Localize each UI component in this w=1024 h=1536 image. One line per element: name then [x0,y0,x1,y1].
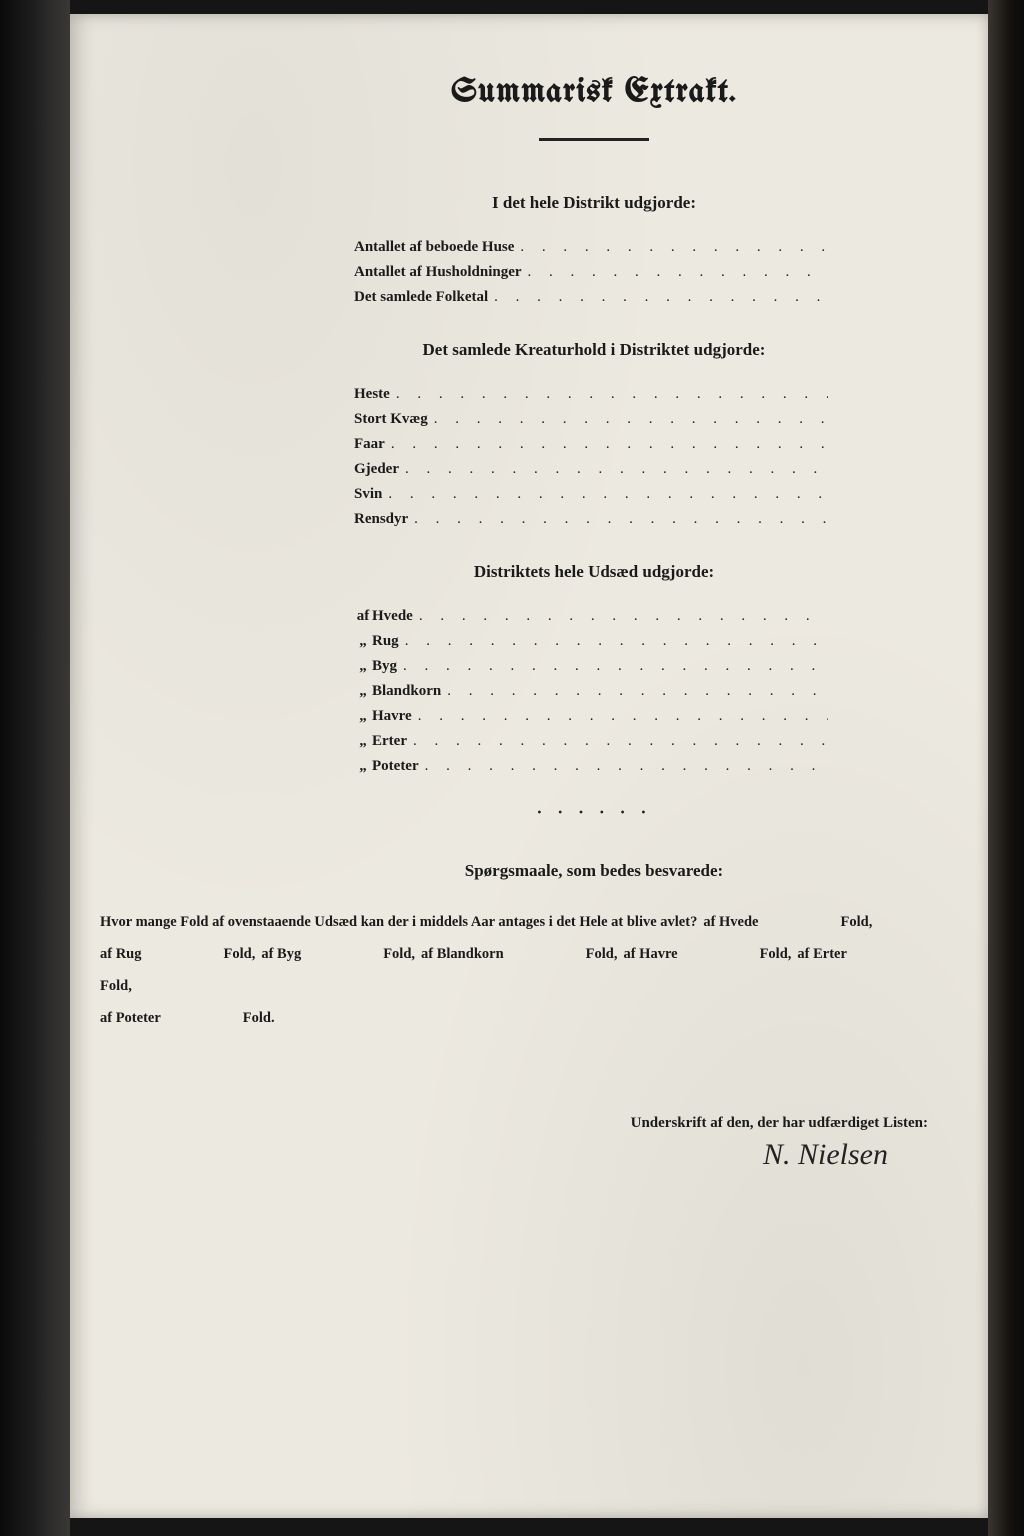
row-poteter: „Poteter. . . . . . . . . . . . . . . . … [354,758,834,775]
row-gjeder: Gjeder. . . . . . . . . . . . . . . . . … [354,461,834,478]
row-label: Det samlede Folketal [354,289,488,306]
q-item-rug: af Rug [100,939,142,971]
q-item-blandkorn: af Blandkorn [421,939,504,971]
document-page: Summarisk Extrakt. I det hele Distrikt u… [70,14,988,1518]
leader-dots: . . . . . . . . . . . . . . . . . . . . … [494,289,828,306]
leader-dots: . . . . . . . . . . . . . . . . . . . . … [520,239,828,256]
question-row-2: af RugFold, af BygFold, af BlandkornFold… [100,939,958,1003]
section2-heading: Det samlede Kreaturhold i Distriktet udg… [250,340,938,360]
row-svin: Svin. . . . . . . . . . . . . . . . . . … [354,486,834,503]
row-label: Antallet af Husholdninger [354,264,522,281]
row-husholdninger: Antallet af Husholdninger . . . . . . . … [354,264,834,281]
q-item-hvede: af Hvede [703,907,758,939]
signature-block: Underskrift af den, der har udfærdiget L… [250,1115,938,1172]
row-heste: Heste. . . . . . . . . . . . . . . . . .… [354,386,834,403]
edge-shadow-right [988,0,1024,1536]
q-item-poteter: af Poteter [100,1003,161,1035]
row-byg: „Byg. . . . . . . . . . . . . . . . . . … [354,658,834,675]
signature-label: Underskrift af den, der har udfærdiget L… [250,1115,928,1132]
leader-dots: . . . . . . . . . . . . . . . . . . . . … [528,264,828,281]
row-hvede: afHvede. . . . . . . . . . . . . . . . .… [354,608,834,625]
row-folketal: Det samlede Folketal . . . . . . . . . .… [354,289,834,306]
row-rensdyr: Rensdyr. . . . . . . . . . . . . . . . .… [354,511,834,528]
question-lead: Hvor mange Fold af ovenstaaende Udsæd ka… [100,907,697,939]
title-rule [539,138,649,141]
question-row-3: af PoteterFold. [100,1003,958,1035]
row-label: Antallet af beboede Huse [354,239,514,256]
section3-heading: Distriktets hele Udsæd udgjorde: [250,562,938,582]
question-text: Hvor mange Fold af ovenstaaende Udsæd ka… [100,907,958,939]
row-kvaeg: Stort Kvæg. . . . . . . . . . . . . . . … [354,411,834,428]
q-item-erter: af Erter [797,939,847,971]
row-havre: „Havre. . . . . . . . . . . . . . . . . … [354,708,834,725]
q-item-havre: af Havre [623,939,677,971]
row-rug: „Rug. . . . . . . . . . . . . . . . . . … [354,633,834,650]
row-huse: Antallet af beboede Huse . . . . . . . .… [354,239,834,256]
divider-ornament [529,809,659,815]
questions-heading: Spørgsmaale, som bedes besvarede: [250,861,938,881]
signature-name: N. Nielsen [250,1138,928,1172]
section2-block: Heste. . . . . . . . . . . . . . . . . .… [354,386,834,528]
binding-shadow-left [0,0,70,1536]
page-title: Summarisk Extrakt. [250,74,938,110]
scan-background: Summarisk Extrakt. I det hele Distrikt u… [0,0,1024,1536]
questions-block: Hvor mange Fold af ovenstaaende Udsæd ka… [100,907,958,1035]
row-blandkorn: „Blandkorn. . . . . . . . . . . . . . . … [354,683,834,700]
row-faar: Faar. . . . . . . . . . . . . . . . . . … [354,436,834,453]
section1-block: Antallet af beboede Huse . . . . . . . .… [354,239,834,306]
section1-heading: I det hele Distrikt udgjorde: [250,193,938,213]
q-item-byg: af Byg [261,939,301,971]
row-erter: „Erter. . . . . . . . . . . . . . . . . … [354,733,834,750]
section3-block: afHvede. . . . . . . . . . . . . . . . .… [354,608,834,775]
